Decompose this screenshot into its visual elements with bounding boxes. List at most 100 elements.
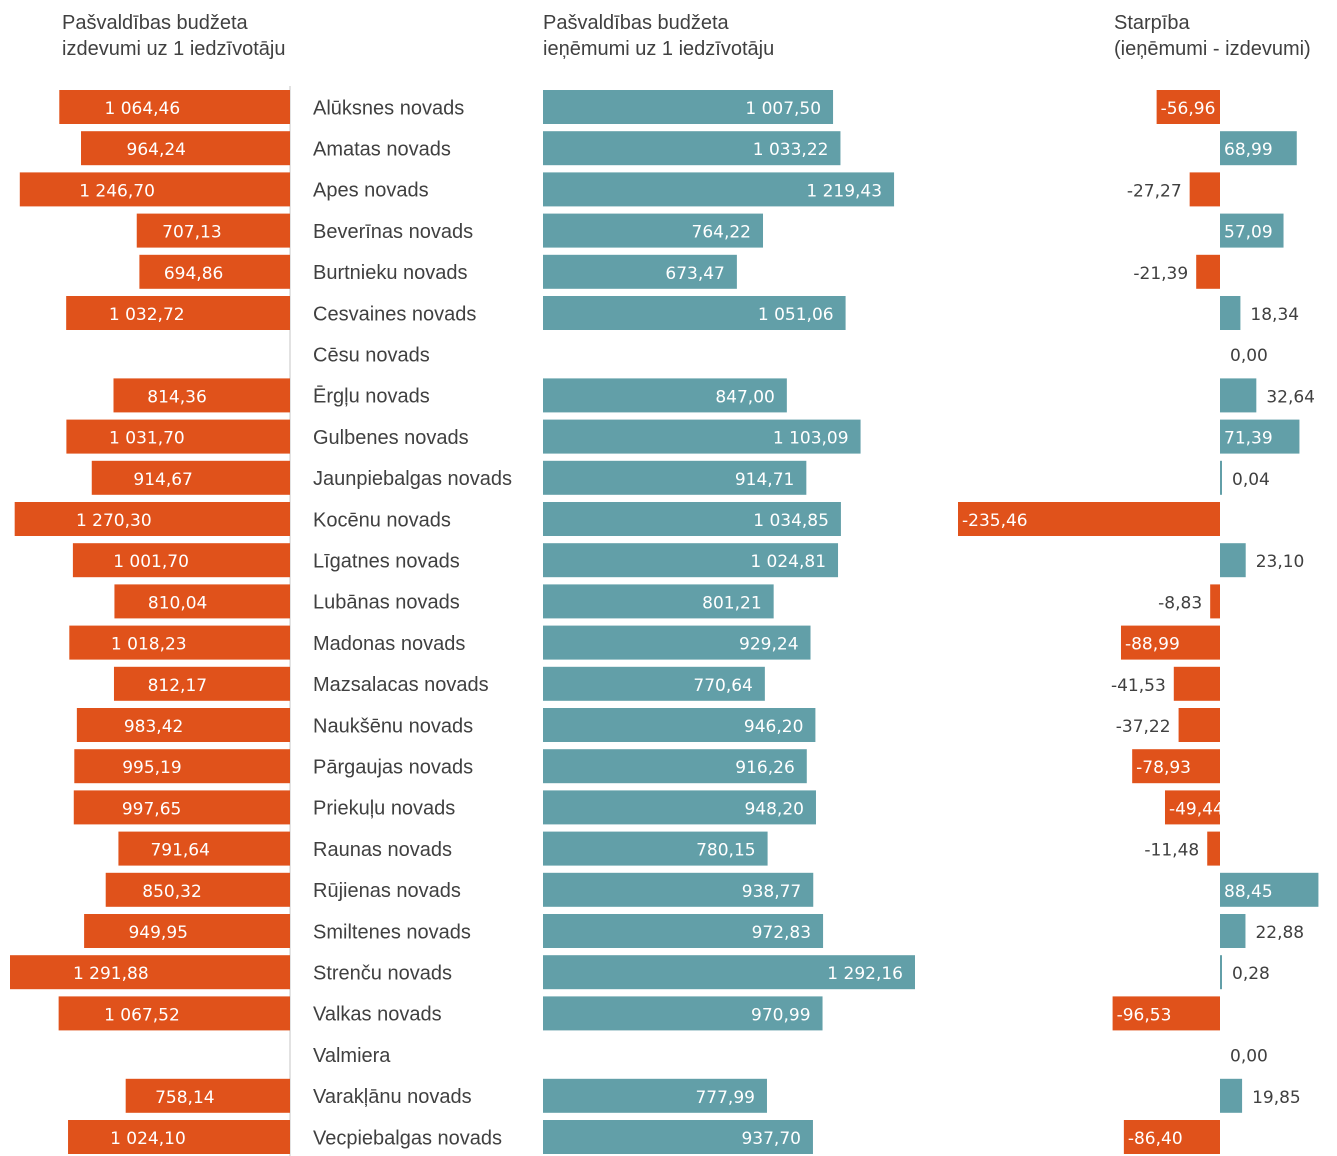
expenditure-value-label: 1 246,70 [79,181,155,201]
difference-value-label: 68,99 [1224,140,1273,160]
difference-bar-positive [1220,872,1319,907]
difference-bar-positive [1220,378,1257,413]
revenue-bar [543,90,834,124]
expenditure-bar [19,172,291,207]
municipality-label: Valmiera [313,1045,391,1067]
municipality-label: Burtnieku novads [313,262,468,284]
difference-value-label: -49,44 [1169,799,1224,819]
revenue-value-label: 1 103,09 [773,429,849,449]
expenditure-value-label: 983,42 [124,717,183,737]
expenditure-bar [113,378,290,413]
revenue-bar [543,172,895,207]
difference-value-label: 71,39 [1224,429,1273,449]
expenditure-value-label: 1 001,70 [113,552,189,572]
revenue-bar [543,254,737,289]
municipality-label: Naukšēnu novads [313,715,473,737]
expenditure-value-label: 964,24 [127,140,186,160]
difference-value-label: -11,48 [1144,841,1199,861]
revenue-value-label: 916,26 [735,758,794,778]
expenditure-bar [76,708,290,742]
difference-bar-negative [1132,749,1220,784]
revenue-bar [543,460,807,495]
expenditure-value-label: 814,36 [147,387,206,407]
expenditure-bar [139,254,290,289]
municipality-label: Pārgaujas novads [313,756,473,778]
revenue-value-label: 1 034,85 [753,511,829,531]
revenue-value-label: 1 033,22 [753,140,829,160]
municipality-label: Lubānas novads [313,592,460,614]
difference-value-label: -96,53 [1117,1005,1172,1025]
expenditure-title-line1: Pašvaldības budžeta [62,12,248,34]
expenditure-bar [69,625,291,660]
revenue-value-label: 673,47 [665,264,724,284]
revenue-bar [543,1078,767,1113]
revenue-panel-title: Pašvaldības budžeta ieņēmumi uz 1 iedzīv… [543,10,774,62]
difference-bar-negative [1173,666,1220,701]
expenditure-bar [66,296,290,330]
revenue-bar [543,378,787,413]
revenue-value-label: 847,00 [715,387,774,407]
revenue-value-label: 937,70 [741,1129,800,1149]
difference-value-label: -37,22 [1116,717,1171,737]
difference-bar-negative [958,502,1220,536]
difference-value-label: 0,00 [1230,346,1268,366]
difference-value-label: -86,40 [1128,1129,1183,1149]
expenditure-value-label: 1 291,88 [73,964,149,984]
expenditure-bar [114,584,290,619]
municipality-label: Kocēnu novads [313,509,451,531]
revenue-bar [543,1120,813,1154]
municipality-label: Valkas novads [313,1004,442,1026]
expenditure-bar [72,543,290,578]
revenue-bar [543,955,915,990]
difference-value-label: -88,99 [1125,635,1180,655]
difference-title-line1: Starpība [1114,12,1190,34]
difference-bar-negative [1178,708,1220,742]
revenue-bar [543,213,764,248]
difference-bar-positive [1220,1078,1243,1113]
revenue-bar [543,914,824,948]
municipality-label: Jaunpiebalgas novads [313,468,512,490]
expenditure-bar [113,666,290,701]
expenditure-value-label: 812,17 [148,676,207,696]
difference-bar-negative [1123,1120,1220,1154]
expenditure-value-label: 1 031,70 [109,429,185,449]
revenue-bar [543,872,814,907]
difference-bar-positive [1220,213,1284,248]
municipality-label: Priekuļu novads [313,798,455,820]
difference-value-label: 32,64 [1266,387,1315,407]
expenditure-bar [10,955,290,990]
difference-value-label: -8,83 [1158,593,1202,613]
revenue-title-line2: ieņēmumi uz 1 iedzīvotāju [543,38,775,60]
revenue-value-label: 1 292,16 [827,964,903,984]
expenditure-value-label: 1 067,52 [104,1005,180,1025]
revenue-value-label: 1 007,50 [745,99,821,119]
difference-value-label: 88,45 [1224,882,1273,902]
expenditure-value-label: 997,65 [122,799,181,819]
expenditure-bar [118,831,290,866]
expenditure-bar [136,213,290,248]
municipality-label: Cēsu novads [313,344,430,366]
revenue-value-label: 948,20 [744,799,803,819]
revenue-value-label: 938,77 [742,882,801,902]
difference-bar-positive [1220,419,1300,454]
revenue-title-line1: Pašvaldības budžeta [543,12,729,34]
difference-value-label: -235,46 [962,511,1028,531]
expenditure-value-label: 850,32 [142,882,201,902]
difference-bar-negative [1196,254,1220,289]
difference-value-label: 23,10 [1256,552,1305,572]
difference-bar-negative [1189,172,1220,207]
revenue-bar [543,831,768,866]
expenditure-panel-title: Pašvaldības budžeta izdevumi uz 1 iedzīv… [62,10,285,62]
municipality-label: Smiltenes novads [313,921,471,943]
municipality-label: Ērgļu novads [313,385,430,408]
expenditure-bar [14,502,290,536]
expenditure-value-label: 949,95 [128,923,187,943]
expenditure-bar [66,419,291,454]
revenue-value-label: 972,83 [752,923,811,943]
revenue-value-label: 929,24 [739,635,798,655]
revenue-bar [543,708,816,742]
revenue-value-label: 777,99 [695,1088,754,1108]
expenditure-value-label: 1 018,23 [111,635,187,655]
expenditure-value-label: 791,64 [150,841,209,861]
expenditure-title-line2: izdevumi uz 1 iedzīvotāju [62,38,286,60]
